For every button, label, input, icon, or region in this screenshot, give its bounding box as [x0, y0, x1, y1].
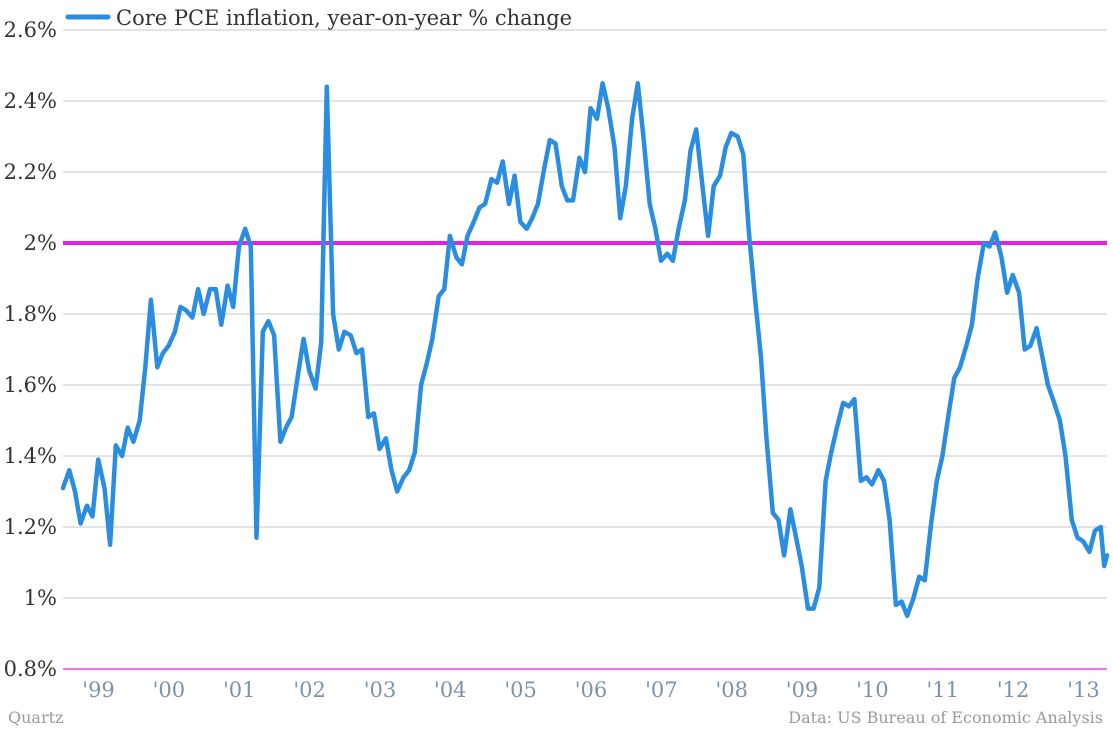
series-layer: [60, 81, 1110, 619]
y-axis-ticks: 0.8% 1% 1.2% 1.4% 1.6% 1.8% 2% 2.2% 2.4% 2.6%: [4, 18, 57, 681]
x-tick-label: '03: [364, 678, 397, 702]
x-tick-label: '02: [293, 678, 326, 702]
y-tick-label: 2.2%: [4, 160, 57, 184]
x-tick-label: '05: [504, 678, 537, 702]
x-tick-label: '11: [927, 678, 960, 702]
y-tick-label: 2.4%: [4, 89, 57, 113]
legend: Core PCE inflation, year-on-year % chang…: [65, 6, 572, 30]
legend-label: Core PCE inflation, year-on-year % chang…: [116, 6, 572, 30]
x-tick-label: '10: [856, 678, 889, 702]
x-tick-label: '12: [997, 678, 1030, 702]
x-tick-label: '09: [786, 678, 819, 702]
gridlines: [63, 29, 1107, 670]
x-tick-label: '07: [645, 678, 678, 702]
series-line: [60, 81, 1110, 619]
x-tick-label: '04: [434, 678, 467, 702]
y-tick-label: 2%: [24, 231, 57, 255]
y-tick-label: 1.8%: [4, 302, 57, 326]
y-tick-label: 1.6%: [4, 373, 57, 397]
x-tick-label: '00: [153, 678, 186, 702]
x-tick-label: '13: [1067, 678, 1100, 702]
x-tick-label: '99: [82, 678, 115, 702]
y-tick-label: 1%: [24, 586, 57, 610]
x-tick-label: '06: [575, 678, 608, 702]
source-right-label: Data: US Bureau of Economic Analysis: [788, 708, 1103, 727]
x-tick-label: '01: [223, 678, 256, 702]
y-tick-label: 0.8%: [4, 657, 57, 681]
source-left-label: Quartz: [8, 708, 63, 727]
x-tick-label: '08: [715, 678, 748, 702]
y-tick-label: 2.6%: [4, 18, 57, 42]
y-tick-label: 1.2%: [4, 515, 57, 539]
x-axis-ticks: '99 '00 '01 '02 '03 '04 '05 '06 '07 '08 '09 '10 '11 '…: [82, 678, 1099, 702]
y-tick-label: 1.4%: [4, 444, 57, 468]
